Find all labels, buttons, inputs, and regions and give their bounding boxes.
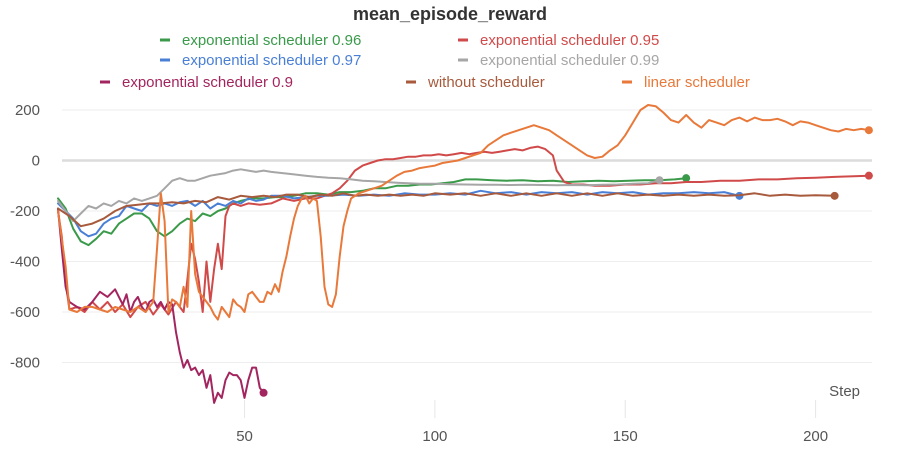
series-end-marker xyxy=(864,171,873,180)
y-tick-label: -200 xyxy=(10,203,40,220)
legend-item[interactable]: without scheduler xyxy=(406,74,545,91)
legend-item[interactable]: exponential scheduler 0.95 xyxy=(458,32,659,49)
x-axis-label: Step xyxy=(829,383,860,400)
grid xyxy=(62,109,872,418)
x-tick-label: 200 xyxy=(803,428,828,445)
legend-label: exponential scheduler 0.96 xyxy=(182,32,361,49)
series-line-4 xyxy=(57,207,265,404)
legend: exponential scheduler 0.96 exponential sc… xyxy=(100,32,750,91)
x-tick-label: 150 xyxy=(613,428,638,445)
legend-label: without scheduler xyxy=(427,74,545,91)
series-line-5 xyxy=(57,192,836,228)
y-tick-label: -400 xyxy=(10,254,40,271)
series-line-2 xyxy=(57,189,741,238)
x-axis: 50 100 150 200 xyxy=(236,428,828,445)
series-line-6 xyxy=(57,104,870,321)
legend-label: exponential scheduler 0.9 xyxy=(122,74,293,91)
legend-item[interactable]: exponential scheduler 0.9 xyxy=(100,74,293,91)
x-tick-label: 100 xyxy=(422,428,447,445)
legend-item[interactable]: linear scheduler xyxy=(622,74,750,91)
legend-label: linear scheduler xyxy=(644,74,750,91)
y-axis: 200 0 -200 -400 -600 -800 xyxy=(10,102,40,372)
y-tick-label: 0 xyxy=(32,153,40,170)
series-end-marker xyxy=(259,388,268,397)
series-end-marker xyxy=(830,191,839,200)
legend-item[interactable]: exponential scheduler 0.96 xyxy=(160,32,361,49)
y-tick-label: 200 xyxy=(15,102,40,119)
series-end-marker xyxy=(864,126,873,135)
series-end-marker xyxy=(682,174,691,183)
chart-title: mean_episode_reward xyxy=(353,4,547,24)
legend-label: exponential scheduler 0.97 xyxy=(182,52,361,69)
y-tick-label: -800 xyxy=(10,355,40,372)
x-tick-label: 50 xyxy=(236,428,253,445)
legend-label: exponential scheduler 0.95 xyxy=(480,32,659,49)
legend-item[interactable]: exponential scheduler 0.97 xyxy=(160,52,361,69)
series-lines xyxy=(57,104,873,404)
series-line-1 xyxy=(57,145,870,319)
legend-label: exponential scheduler 0.99 xyxy=(480,52,659,69)
series-line-3 xyxy=(57,168,661,223)
legend-item[interactable]: exponential scheduler 0.99 xyxy=(458,52,659,69)
y-tick-label: -600 xyxy=(10,304,40,321)
series-end-marker xyxy=(655,176,664,185)
